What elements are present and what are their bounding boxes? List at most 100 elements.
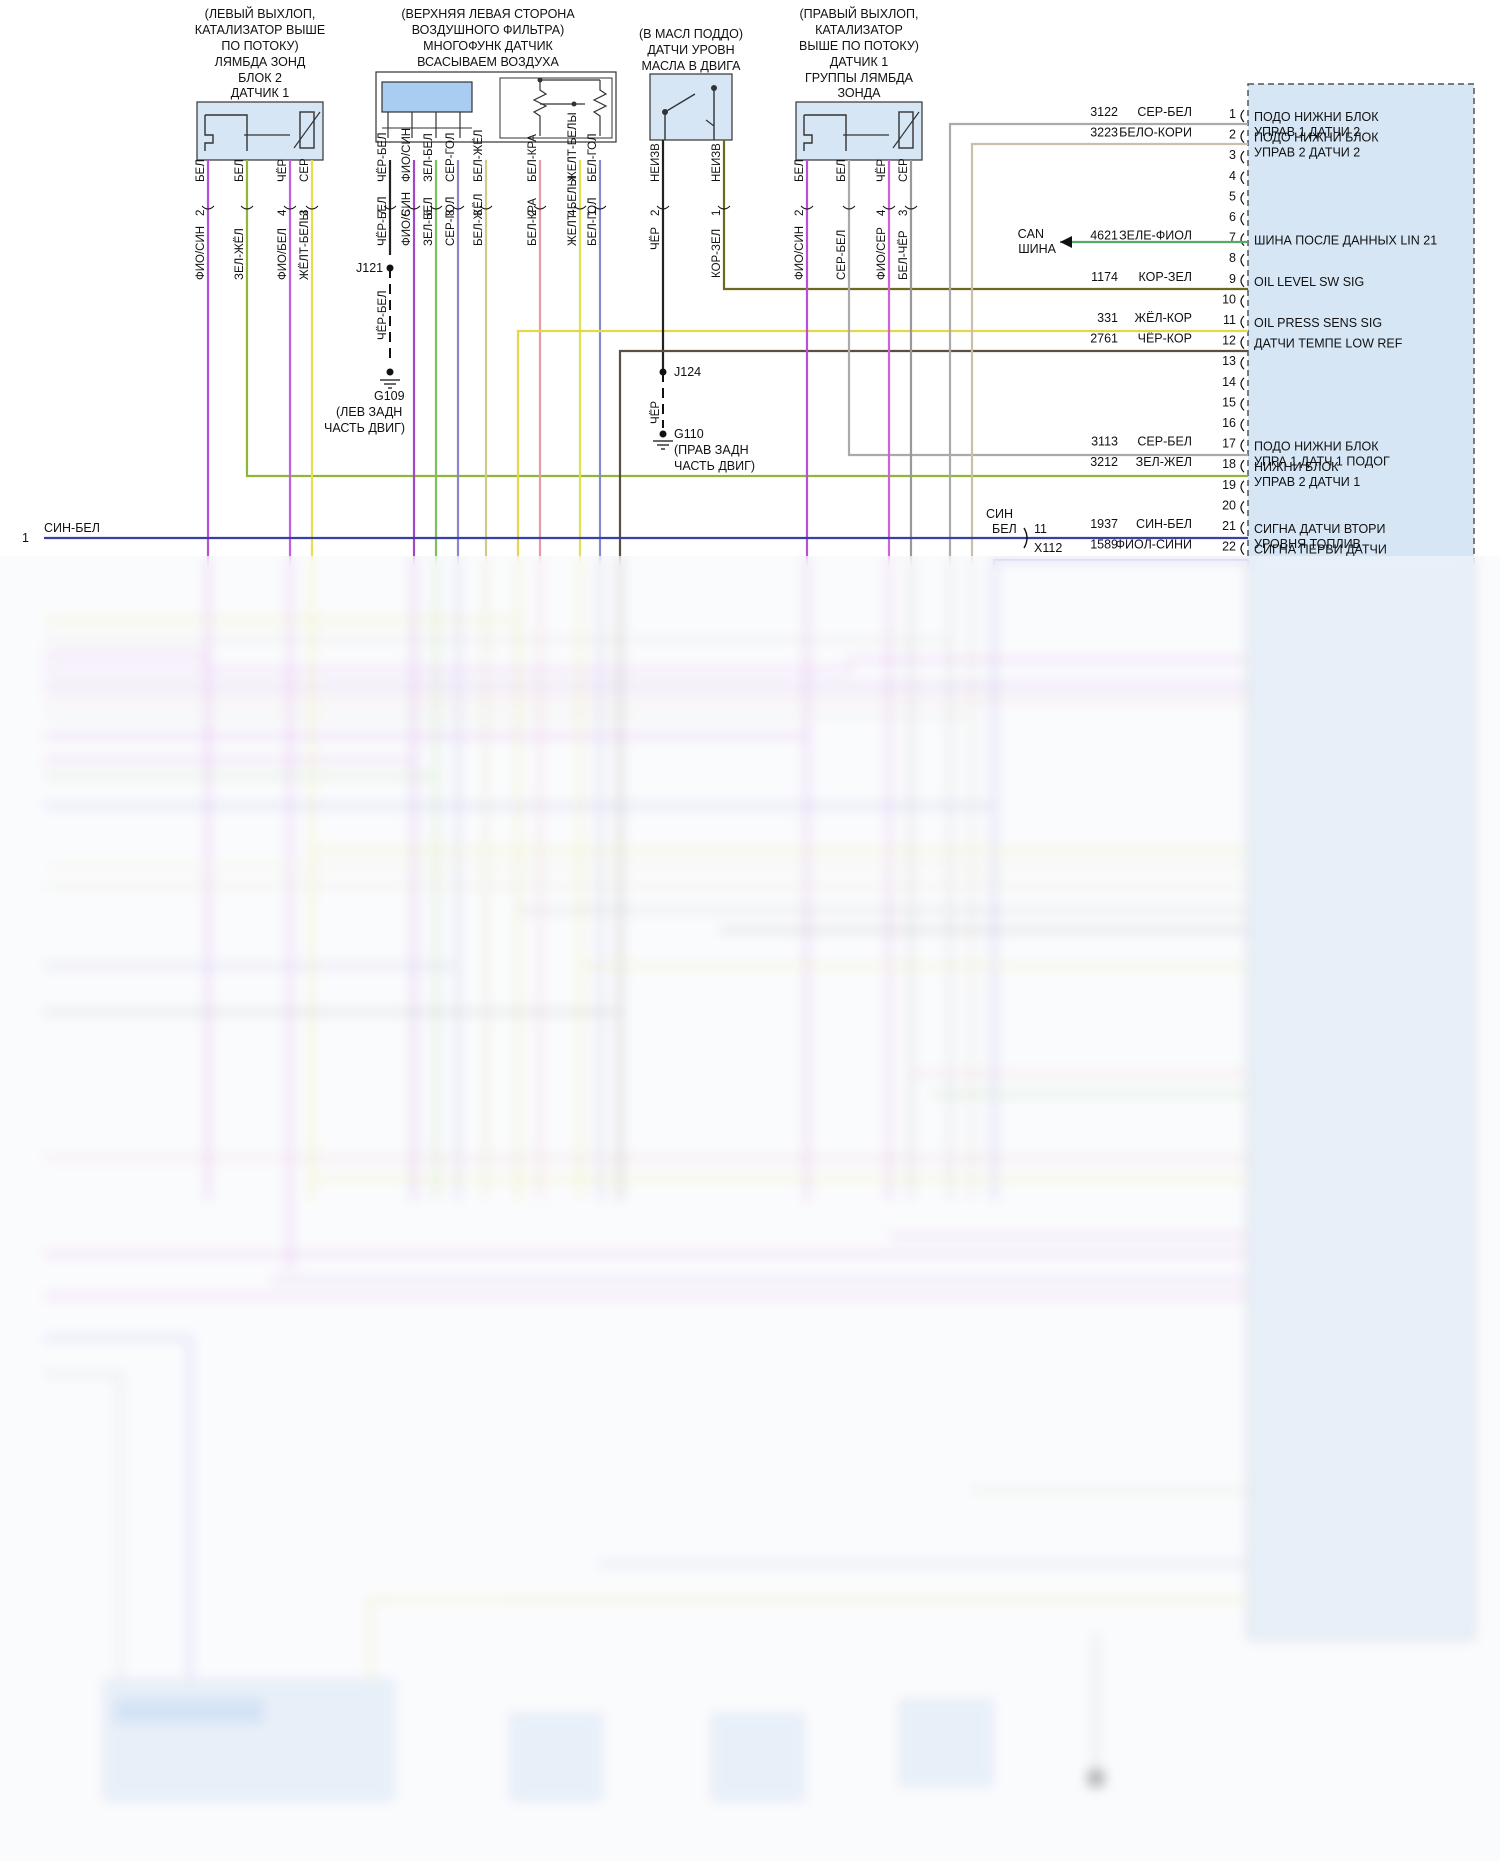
ground-icon (380, 379, 400, 389)
ecu-pin-number: 13 (1222, 354, 1236, 368)
can-arrow-icon (1060, 236, 1072, 248)
svg-text:ПО ПОТОКУ): ПО ПОТОКУ) (221, 39, 298, 53)
svg-text:СИН: СИН (986, 507, 1013, 521)
sensor-pin-number: 4 (277, 209, 289, 216)
ecu-pin-terminal (1240, 274, 1245, 288)
ecu-circuit-number: 2761 (1090, 332, 1118, 346)
pin-terminal (479, 205, 493, 210)
ecu-pin-description: СИГНА ПЕРВИ ДАТЧИ (1254, 543, 1387, 557)
heater-element-icon (204, 114, 248, 151)
ecu-pin-terminal (1240, 171, 1245, 185)
svg-text:ДАТЧИК 1: ДАТЧИК 1 (830, 55, 889, 69)
pin-terminal (842, 205, 856, 210)
sensor-pin-number: 7 (377, 210, 389, 216)
ecu-pin-terminal (1240, 315, 1245, 329)
wire-color-label: ФИО/СЕР (876, 227, 888, 280)
ecu-pin-terminal (1240, 480, 1245, 494)
ecu-pin-terminal (1240, 150, 1245, 164)
maf-title: (ВЕРХНЯЯ ЛЕВАЯ СТОРОНА ВОЗДУШНОГО ФИЛЬТР… (401, 7, 575, 69)
pin-terminal (407, 205, 421, 210)
ground-g110: J124 G110 (ПРАВ ЗАДН ЧАСТЬ ДВИГ) (653, 365, 755, 473)
svg-text:11: 11 (1034, 522, 1047, 536)
pin-terminal (593, 205, 607, 210)
maf-wire-label: СЕР-ГОЛ (445, 197, 457, 246)
ecu-circuit-number: 3212 (1090, 455, 1118, 469)
sensor-pin-number: 2 (650, 210, 662, 216)
pin-terminal (882, 205, 896, 210)
ecu-pin-number: 2 (1229, 128, 1236, 142)
ecu-pin-terminal (1240, 336, 1245, 350)
ecu-wire-color: ФИОЛ-СИНИ (1116, 538, 1192, 552)
sensor-pin-number: 1 (711, 210, 723, 216)
maf-wire-label: ЖЕЛТ-БЕЛЫ (567, 176, 579, 246)
ecu-circuit-number: 3113 (1091, 435, 1118, 449)
sensor-pin-color: ЖЕЛТ-БЕЛЫ (567, 112, 579, 182)
pin-terminal (533, 205, 547, 210)
sensor-pin-color: ЧЁР (876, 159, 888, 182)
thermistor-icon (532, 80, 608, 136)
maf-wire-label: БЕЛ-ЖЁЛ (473, 194, 485, 246)
ecu-circuit-number: 1174 (1091, 270, 1118, 284)
sensor-pin-color: СЕР-ГОЛ (445, 133, 457, 182)
variable-resistor-icon (898, 111, 914, 149)
pin-terminal (283, 205, 297, 210)
svg-text:ВОЗДУШНОГО ФИЛЬТРА): ВОЗДУШНОГО ФИЛЬТРА) (412, 23, 565, 37)
svg-text:(ВЕРХНЯЯ ЛЕВАЯ СТОРОНА: (ВЕРХНЯЯ ЛЕВАЯ СТОРОНА (401, 7, 575, 21)
oil-level-switch: (В МАСЛ ПОДДО) ДАТЧИ УРОВН МАСЛА В ДВИГА (639, 27, 743, 141)
ecu-wire-color: СИН-БЕЛ (1136, 517, 1192, 531)
maf-wire-label: ЧЁР-БЕЛ (377, 196, 389, 246)
lambda-right-title: (ПРАВЫЙ ВЫХЛОП, КАТАЛИЗАТОР ВЫШЕ ПО ПОТО… (799, 6, 919, 100)
left-edge-num: 1 (22, 531, 29, 545)
svg-text:ГРУППЫ ЛЯМБДА: ГРУППЫ ЛЯМБДА (805, 71, 914, 85)
wire-color-label: ЗЕЛ-ЖЁЛ (234, 228, 246, 280)
sensor-pin-number: 6 (423, 210, 435, 216)
ecu-pin-number: 22 (1222, 540, 1236, 554)
ecu-pin-description: УПРАВ 2 ДАТЧИ 2 (1254, 146, 1360, 160)
maf-wire-label: БЕЛ-ГОЛ (587, 197, 599, 246)
ecu-pin-number: 6 (1229, 210, 1236, 224)
sensor-pin-number: 3 (898, 210, 910, 216)
left-edge-label: СИН-БЕЛ (44, 521, 100, 535)
wire-lambda-left-2 (245, 160, 1248, 478)
svg-text:ЧАСТЬ ДВИГ): ЧАСТЬ ДВИГ) (674, 459, 755, 473)
ecu-pin-number: 3 (1229, 148, 1236, 162)
pin-terminal (656, 205, 670, 210)
wire-color-label: ФИО/СИН (794, 226, 806, 280)
lambda-left-title: (ЛЕВЫЙ ВЫХЛОП, КАТАЛИЗАТОР ВЫШЕ ПО ПОТОК… (195, 6, 325, 100)
svg-text:БЛОК 2: БЛОК 2 (238, 71, 282, 85)
ecu-pin-number: 20 (1222, 498, 1236, 512)
ecu-pin-number: 18 (1222, 457, 1236, 471)
sensor-pin-number: 1 (587, 210, 599, 216)
oil-ground-wire-label: ЧЁР (650, 401, 662, 424)
ecu-pin-number: 5 (1229, 189, 1236, 203)
wire-color-label: СЕР-БЕЛ (836, 230, 848, 280)
ecu-pin-terminal (1240, 418, 1245, 432)
ecu-pin-number: 17 (1222, 437, 1236, 451)
ecu-pin-description: СИГНА ДАТЧИ ВТОРИ (1254, 522, 1386, 536)
wire-color-label: ФИО/СИН (195, 226, 207, 280)
oil-wire-right-label: КОР-ЗЕЛ (711, 229, 723, 278)
can-label: CAN (1018, 227, 1044, 241)
svg-text:G109: G109 (374, 389, 405, 403)
wire-oil-right (722, 140, 1248, 291)
ecu-circuit-number: 4621 (1090, 229, 1118, 243)
ecu-pin-terminal (1240, 233, 1245, 247)
svg-text:(В МАСЛ ПОДДО): (В МАСЛ ПОДДО) (639, 27, 743, 41)
ecu-wire-color: ЗЕЛ-ЖЁЛ (1136, 455, 1192, 469)
svg-text:БЕЛ: БЕЛ (992, 522, 1017, 536)
ground-g109: J121 G109 (ЛЕВ ЗАДН ЧАСТЬ ДВИГ) (324, 261, 405, 435)
ecu-pin-description: OIL PRESS SENS SIG (1254, 316, 1382, 330)
ecu-circuit-number: 1937 (1090, 517, 1118, 531)
ecu-pin-terminal (1240, 191, 1245, 205)
wire-color-label: БЕЛ-ЧЁР (898, 230, 910, 280)
wire-lambda-right-2 (847, 160, 1248, 457)
sensor-pin-number: 3 (299, 210, 311, 216)
ecu-pin-number: 19 (1222, 478, 1236, 492)
sensor-pin-number: 2 (527, 210, 539, 216)
ecu-pin-terminal (1240, 397, 1245, 411)
pin-terminal (800, 205, 814, 210)
ecu-pin-number: 1 (1229, 107, 1236, 121)
pin-terminal (240, 205, 254, 210)
ecu-pin-terminal (1240, 212, 1245, 226)
